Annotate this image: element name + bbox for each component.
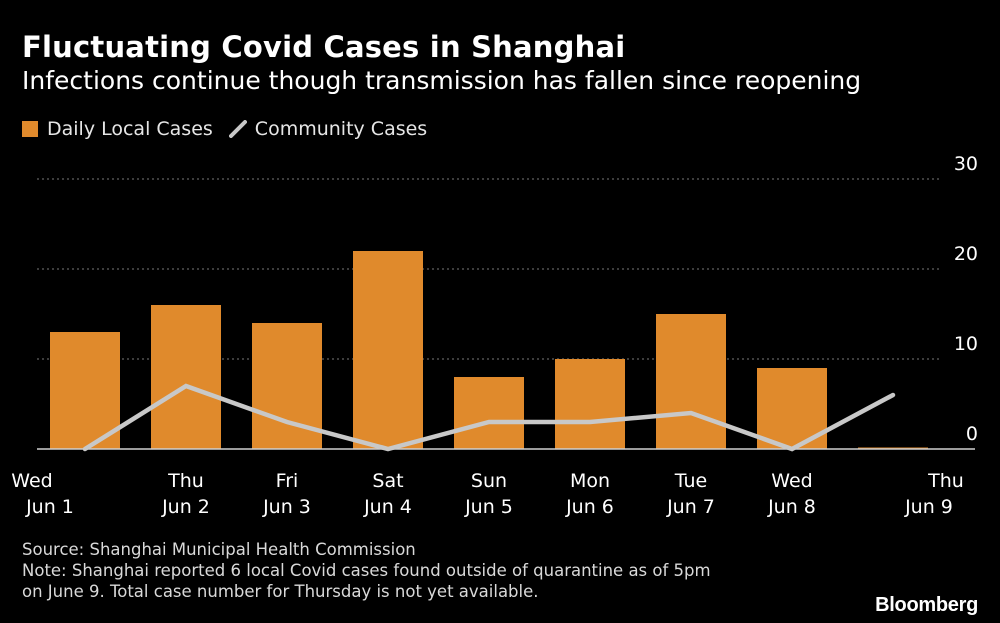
y-axis-ticks: 30 20 10 0 <box>954 153 978 445</box>
x-tick-label-day: Tue <box>674 470 707 492</box>
line-community-cases <box>82 383 896 452</box>
source-note: Source: Shanghai Municipal Health Commis… <box>22 540 416 559</box>
x-tick-label-date: Jun 7 <box>666 496 715 518</box>
bar-daily-local-cases <box>353 251 423 449</box>
note-line-2: on June 9. Total case number for Thursda… <box>22 582 539 601</box>
x-tick-label-day: Fri <box>276 470 299 492</box>
x-tick-label-date: Jun 8 <box>767 496 816 518</box>
legend-label-community-cases: Community Cases <box>254 118 428 140</box>
bar-daily-local-cases <box>50 332 120 449</box>
x-tick-label-day: Wed <box>771 470 812 492</box>
bar-daily-local-cases <box>151 305 221 449</box>
bloomberg-logo: Bloomberg <box>875 594 978 616</box>
legend-bar-swatch <box>22 121 38 137</box>
x-axis-ticks: Wed Jun 1 Thu Jun 2 Fri Jun 3 Sat Jun 4 Sun Jun 5… <box>11 470 964 518</box>
legend-item-daily-local-cases: Daily Local Cases <box>22 118 213 140</box>
y-tick-label: 30 <box>954 153 978 175</box>
legend-line-swatch <box>228 120 247 138</box>
legend-label-daily-local-cases: Daily Local Cases <box>47 118 213 140</box>
x-tick-label-date: Jun 6 <box>565 496 614 518</box>
x-tick-label-date: Jun 5 <box>464 496 513 518</box>
x-tick-label-date: Jun 2 <box>161 496 210 518</box>
note-line-1: Note: Shanghai reported 6 local Covid ca… <box>22 561 711 580</box>
y-tick-label: 10 <box>954 333 978 355</box>
x-tick-label-day: Thu <box>927 470 964 492</box>
bar-daily-local-cases <box>656 314 726 449</box>
bar-daily-local-cases <box>555 359 625 449</box>
legend-item-community-cases: Community Cases <box>228 118 428 140</box>
footnote: Source: Shanghai Municipal Health Commis… <box>22 539 711 602</box>
x-tick-label-date: Jun 4 <box>363 496 412 518</box>
x-tick-label-date: Jun 9 <box>904 496 953 518</box>
community-cases-line <box>82 383 896 452</box>
x-tick-label-day: Thu <box>167 470 204 492</box>
chart-subtitle: Infections continue though transmission … <box>22 66 862 95</box>
x-tick-label-day: Wed <box>11 470 52 492</box>
y-tick-label: 20 <box>954 243 978 265</box>
x-tick-label-day: Sun <box>471 470 507 492</box>
x-tick-label-date: Jun 3 <box>262 496 311 518</box>
chart-title: Fluctuating Covid Cases in Shanghai <box>22 30 626 64</box>
y-tick-label: 0 <box>966 423 978 445</box>
x-tick-label-day: Mon <box>570 470 610 492</box>
bar-daily-local-cases <box>454 377 524 449</box>
chart-legend: Daily Local Cases Community Cases <box>22 118 443 140</box>
bars <box>50 251 928 449</box>
x-tick-label-date: Jun 1 <box>25 496 74 518</box>
x-tick-label-day: Sat <box>372 470 403 492</box>
